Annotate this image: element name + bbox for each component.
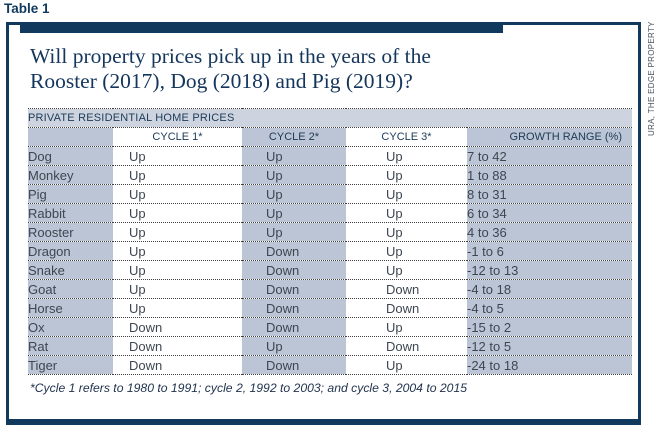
zodiac-name-cell: Rabbit [28, 203, 113, 223]
growth-range-cell: 8 to 31 [467, 184, 632, 204]
table-row: Rabbit Up Up Up 6 to 34 [28, 203, 632, 223]
zodiac-name-cell: Rooster [28, 222, 113, 242]
table-number-label: Table 1 [4, 1, 50, 16]
figure-title: Will property prices pick up in the year… [30, 44, 431, 93]
cycle2-value-cell: Down [242, 355, 346, 375]
cycle2-value-cell: Down [242, 241, 346, 261]
table-band-row: PRIVATE RESIDENTIAL HOME PRICES [28, 108, 632, 128]
table-row: Dragon Up Down Up -1 to 6 [28, 241, 632, 261]
cycle3-value-cell: Up [346, 317, 467, 337]
cycle1-value-cell: Up [113, 165, 242, 185]
zodiac-name-cell: Snake [28, 260, 113, 280]
cycle1-value-cell: Up [113, 241, 242, 261]
table-row: Ox Down Down Up -15 to 2 [28, 317, 632, 337]
table-row: Tiger Down Down Up -24 to 18 [28, 355, 632, 375]
column-header-cycle2: CYCLE 2* [242, 127, 346, 147]
figure-box: Will property prices pick up in the year… [6, 22, 641, 425]
cycle1-value-cell: Down [113, 336, 242, 356]
growth-range-cell: -15 to 2 [467, 317, 632, 337]
column-header-cycle1: CYCLE 1* [113, 127, 242, 147]
cycle1-value-cell: Up [113, 184, 242, 204]
cycle3-value-cell: Up [346, 203, 467, 223]
cycle3-value-cell: Down [346, 336, 467, 356]
cycle2-value-cell: Up [242, 165, 346, 185]
zodiac-name-cell: Tiger [28, 355, 113, 375]
cycle3-value-cell: Up [346, 184, 467, 204]
cycle-footnote: *Cycle 1 refers to 1980 to 1991; cycle 2… [30, 381, 468, 395]
cycle1-value-cell: Up [113, 298, 242, 318]
growth-range-cell: 6 to 34 [467, 203, 632, 223]
growth-range-cell: -4 to 18 [467, 279, 632, 299]
table-row: Monkey Up Up Up 1 to 88 [28, 165, 632, 185]
table-row: Pig Up Up Up 8 to 31 [28, 184, 632, 204]
table-body: Dog Up Up Up 7 to 42 Monkey Up Up Up 1 to 88 Pig Up… [28, 146, 632, 375]
cycle3-value-cell: Up [346, 222, 467, 242]
column-header-growth-range: GROWTH RANGE (%) [467, 127, 632, 147]
source-credit: URA, THE EDGE PROPERTY [647, 21, 656, 136]
cycle3-value-cell: Up [346, 355, 467, 375]
zodiac-name-cell: Ox [28, 317, 113, 337]
top-accent-bar [20, 22, 503, 33]
cycle3-value-cell: Up [346, 260, 467, 280]
cycle1-value-cell: Up [113, 222, 242, 242]
growth-range-cell: -4 to 5 [467, 298, 632, 318]
growth-range-cell: -12 to 13 [467, 260, 632, 280]
growth-range-cell: 4 to 36 [467, 222, 632, 242]
cycle3-value-cell: Down [346, 298, 467, 318]
cycle2-value-cell: Up [242, 203, 346, 223]
cycle1-value-cell: Up [113, 203, 242, 223]
growth-range-cell: -1 to 6 [467, 241, 632, 261]
cycle2-value-cell: Down [242, 298, 346, 318]
cycle2-value-cell: Up [242, 184, 346, 204]
zodiac-name-cell: Rat [28, 336, 113, 356]
table-header-row: CYCLE 1* CYCLE 2* CYCLE 3* GROWTH RANGE … [28, 127, 632, 147]
table-row: Rooster Up Up Up 4 to 36 [28, 222, 632, 242]
cycle1-value-cell: Up [113, 260, 242, 280]
zodiac-name-cell: Goat [28, 279, 113, 299]
zodiac-name-cell: Dragon [28, 241, 113, 261]
growth-range-cell: 1 to 88 [467, 165, 632, 185]
zodiac-name-cell: Pig [28, 184, 113, 204]
cycle2-value-cell: Down [242, 279, 346, 299]
cycle2-value-cell: Down [242, 260, 346, 280]
cycle2-value-cell: Down [242, 317, 346, 337]
cycle1-value-cell: Down [113, 317, 242, 337]
zodiac-name-cell: Dog [28, 146, 113, 166]
zodiac-name-cell: Monkey [28, 165, 113, 185]
table-row: Dog Up Up Up 7 to 42 [28, 146, 632, 166]
column-header-cycle3: CYCLE 3* [346, 127, 467, 147]
cycle3-value-cell: Up [346, 146, 467, 166]
growth-range-cell: -24 to 18 [467, 355, 632, 375]
cycle2-value-cell: Up [242, 146, 346, 166]
cycle1-value-cell: Down [113, 355, 242, 375]
cycle2-value-cell: Up [242, 336, 346, 356]
growth-range-cell: -12 to 5 [467, 336, 632, 356]
table-row: Goat Up Down Down -4 to 18 [28, 279, 632, 299]
table-row: Snake Up Down Up -12 to 13 [28, 260, 632, 280]
growth-range-cell: 7 to 42 [467, 146, 632, 166]
price-cycles-table: PRIVATE RESIDENTIAL HOME PRICES CYCLE 1*… [28, 108, 632, 375]
cycle1-value-cell: Up [113, 279, 242, 299]
cycle3-value-cell: Up [346, 241, 467, 261]
cycle3-value-cell: Up [346, 165, 467, 185]
cycle1-value-cell: Up [113, 146, 242, 166]
cycle3-value-cell: Down [346, 279, 467, 299]
cycle2-value-cell: Up [242, 222, 346, 242]
table-row: Horse Up Down Down -4 to 5 [28, 298, 632, 318]
column-header-zodiac [28, 127, 113, 147]
table-subtitle: PRIVATE RESIDENTIAL HOME PRICES [28, 108, 632, 128]
zodiac-name-cell: Horse [28, 298, 113, 318]
table-row: Rat Down Up Down -12 to 5 [28, 336, 632, 356]
